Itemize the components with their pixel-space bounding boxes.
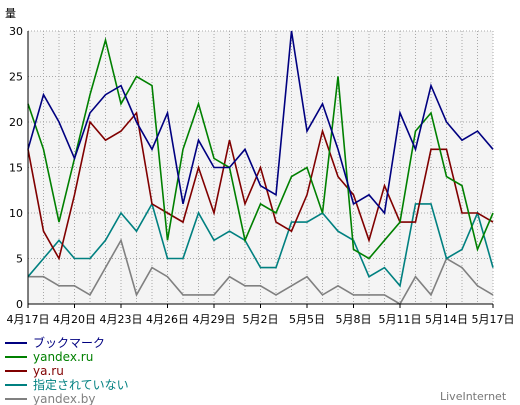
y-tick-label: 5 <box>16 253 23 266</box>
x-tick-label: 5月8日 <box>336 313 372 326</box>
x-tick-label: 4月23日 <box>100 313 143 326</box>
x-tick-label: 5月14日 <box>425 313 468 326</box>
y-tick-label: 25 <box>9 71 23 84</box>
y-tick-label: 20 <box>9 116 23 129</box>
legend-label: ブックマーク <box>33 335 105 350</box>
x-tick-label: 5月17日 <box>472 313 515 326</box>
y-tick-label: 30 <box>9 25 23 38</box>
x-tick-label: 4月26日 <box>146 313 189 326</box>
x-tick-label: 4月17日 <box>7 313 50 326</box>
x-tick-label: 5月5日 <box>289 313 325 326</box>
series-layer <box>27 30 494 306</box>
y-tick-label: 0 <box>16 298 23 311</box>
legend-label: ya.ru <box>33 364 64 378</box>
y-axis-label: 量 <box>5 7 16 20</box>
y-tick-labels: 0 5 10 15 20 25 30 <box>9 25 23 311</box>
y-tick-label: 15 <box>9 162 23 175</box>
series-line <box>27 30 494 215</box>
legend-label: yandex.ru <box>33 350 93 364</box>
y-tick-label: 10 <box>9 207 23 220</box>
x-tick-labels: 4月17日 4月20日 4月23日 4月26日 4月29日 5月2日 5月5日 5月8日 5月1… <box>7 304 515 326</box>
x-tick-label: 4月29日 <box>193 313 236 326</box>
series-line <box>27 36 494 260</box>
x-tick-label: 5月2日 <box>243 313 279 326</box>
brand-label: LiveInternet <box>440 390 507 403</box>
series-line <box>27 111 494 261</box>
series-line <box>28 238 494 306</box>
x-tick-label: 5月11日 <box>379 313 422 326</box>
legend-label: yandex.by <box>33 392 95 405</box>
series-line <box>27 201 494 288</box>
x-tick-label: 4月20日 <box>53 313 96 326</box>
legend-label: 指定されていない <box>33 377 129 392</box>
